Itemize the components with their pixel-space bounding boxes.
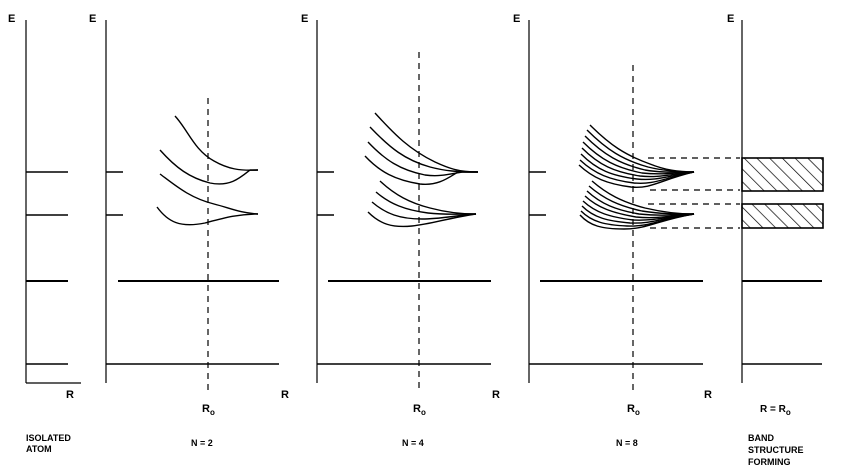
caption-isolated-line-1: ISOLATED xyxy=(26,433,71,443)
band-condition-label: R = Ro xyxy=(760,404,791,417)
split-curve xyxy=(375,191,477,215)
distance-axis-label: R xyxy=(281,389,289,401)
split-curve xyxy=(367,211,477,228)
equilibrium-label: Ro xyxy=(413,403,426,417)
split-curve xyxy=(369,126,479,173)
split-curve xyxy=(584,135,695,173)
panel-isolated-atom: E R ISOLATED ATOM xyxy=(8,13,81,454)
equilibrium-label: Ro xyxy=(202,403,215,417)
panel-band-structure: E R = Ro BAND STRUCTURE FORMING xyxy=(727,13,824,467)
split-curve xyxy=(586,190,695,216)
split-curve xyxy=(364,155,478,186)
split-levels-upper xyxy=(364,112,479,186)
panel-n-2: E R Ro N = 2 xyxy=(89,13,289,448)
split-levels-lower xyxy=(367,180,477,228)
panel-n-8: E R Ro xyxy=(513,13,740,448)
distance-axis-label: R xyxy=(66,389,74,401)
caption-isolated-line-2: ATOM xyxy=(26,444,52,454)
energy-axis-label: E xyxy=(8,13,15,25)
caption-band-line-2: STRUCTURE xyxy=(748,445,804,455)
split-curve xyxy=(156,206,259,226)
split-curve xyxy=(588,185,695,215)
split-curve xyxy=(379,180,477,215)
split-curve xyxy=(374,112,479,173)
split-curve xyxy=(174,115,259,171)
caption-n-4: N = 4 xyxy=(402,438,424,448)
split-levels-upper xyxy=(578,124,695,188)
distance-axis-label: R xyxy=(492,389,500,401)
energy-axis-label: E xyxy=(727,13,734,25)
split-curve xyxy=(581,205,695,224)
split-curve xyxy=(579,159,695,185)
energy-axis-label: E xyxy=(89,13,96,25)
caption-band-line-1: BAND xyxy=(748,433,774,443)
split-curve xyxy=(581,147,695,178)
split-curve xyxy=(580,153,695,181)
split-levels-lower xyxy=(156,173,259,226)
split-curve xyxy=(582,141,695,175)
panel-n-4: E R Ro N = 4 xyxy=(301,13,500,448)
caption-n-2: N = 2 xyxy=(191,438,213,448)
split-curve xyxy=(579,213,695,230)
caption-band-line-3: FORMING xyxy=(748,457,791,467)
caption-n-8: N = 8 xyxy=(616,438,638,448)
split-levels-lower xyxy=(579,180,695,230)
energy-axis-label: E xyxy=(301,13,308,25)
split-curve xyxy=(371,201,477,220)
split-curve xyxy=(159,149,258,185)
equilibrium-label: Ro xyxy=(627,403,640,417)
energy-band-upper xyxy=(741,157,824,192)
energy-axis-label: E xyxy=(513,13,520,25)
energy-band-lower xyxy=(741,203,824,229)
split-curve xyxy=(578,164,695,188)
split-levels-upper xyxy=(159,115,259,185)
distance-axis-label: R xyxy=(704,389,712,401)
split-curve xyxy=(159,173,259,215)
